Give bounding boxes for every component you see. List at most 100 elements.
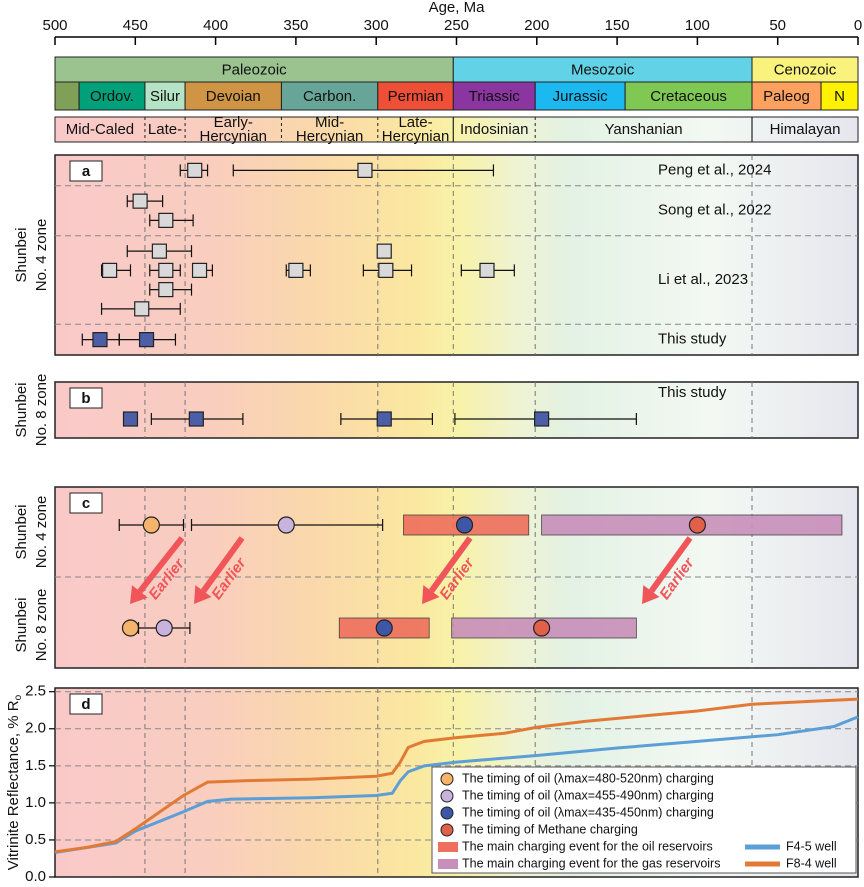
period-label: Cretaceous [650,88,727,105]
period [280,81,379,111]
y-tick-label: 1.5 [25,757,46,774]
age-marker [188,411,204,427]
orogeny-label-line: Hercynian [296,128,364,145]
group-label: This study [658,331,727,348]
x-tick-label: 300 [364,17,389,34]
period [534,81,626,111]
group-label: This study [658,384,727,401]
panel-label: c [82,495,90,512]
group-label: Peng et al., 2024 [658,161,771,178]
era-label: Cenozoic [774,61,837,78]
age-marker [375,619,393,637]
x-tick-label: 50 [769,17,786,34]
legend-marker [438,859,458,869]
arrow-head [194,585,212,604]
era [54,56,454,83]
x-tick-label: 250 [444,17,469,34]
age-marker [92,332,108,348]
x-tick-label: 200 [524,17,549,34]
orogeny-label-line: Hercynian [200,128,268,145]
panel [54,154,859,356]
group-label: Song et al., 2022 [658,202,771,219]
age-marker [134,301,150,317]
arrow-shaft [137,536,185,594]
orogeny-label: Himalayan [770,121,841,138]
period [144,81,186,111]
period-label: Permian [388,88,444,105]
panel-label-box [69,160,103,182]
y-tick-label: 0.5 [25,831,46,848]
era-label: Paleozoic [222,61,288,78]
y-tick-label: 0.0 [25,868,46,885]
legend [431,766,857,874]
age-marker [158,262,174,278]
y-axis-label: No. 4 zone [33,496,50,569]
age-marker [151,243,167,259]
legend-label: The main charging event for the gas rese… [462,856,720,870]
y-axis-label: Vitrinite Reflectance, % Ro [5,694,24,870]
x-tick-label: 0 [854,17,862,34]
x-tick-label: 100 [685,17,710,34]
axis-title: Age, Ma [429,0,486,16]
x-tick-label: 500 [42,17,67,34]
period [820,81,859,111]
ro-line [54,715,859,855]
period-label: Jurassic [553,88,609,105]
age-marker [158,282,174,298]
age-marker [534,411,550,427]
orogeny-label: Mid-Caled [66,121,134,138]
orogeny-label: Mid-Hercynian [296,114,364,145]
orogeny-label: Yanshanian [605,121,683,138]
y-axis-label-sub: o [13,694,24,700]
age-marker [357,162,373,178]
age-marker [688,516,707,534]
period-label: Devoian [206,88,261,105]
legend-marker [440,789,454,803]
x-tick-label: 450 [123,17,148,34]
y-axis-label: Shunbei [13,227,30,282]
panel-label: d [81,696,90,713]
age-marker [138,332,155,348]
legend-label: The timing of oil (λmax=455-490nm) charg… [462,788,714,802]
age-marker [158,212,174,228]
y-tick-label: 2.0 [25,720,46,737]
period-label: Triassic [469,88,521,105]
panel-label-box [69,492,103,514]
age-marker [187,162,203,178]
orogeny-bar [54,116,859,143]
period-label: Silur [150,88,180,105]
age-marker [378,262,394,278]
legend-marker [440,806,454,820]
period-label: Paleog [763,88,810,105]
arrow-shaft [428,536,473,593]
orogeny-label-line: Early- [214,114,253,131]
orogeny-label-line: Hercynian [382,128,450,145]
y-axis-label: Shunbei [13,382,30,437]
legend-marker [440,772,454,786]
legend-marker [440,823,454,837]
period [78,81,146,111]
age-marker [102,262,118,278]
arrow-head [130,585,148,604]
y-axis-label-main: Vitrinite Reflectance, % R [5,700,22,870]
panel-label: b [81,390,90,407]
orogeny-label: Indosinian [460,121,528,138]
ro-line [54,697,859,854]
age-marker [376,411,392,427]
legend-label: The timing of Methane charging [462,822,638,836]
legend-label: The timing of oil (λmax=480-520nm) charg… [462,771,714,785]
legend-marker [438,842,458,852]
arrow-shaft [648,536,693,593]
period [54,81,80,111]
age-marker [155,619,173,637]
y-tick-label: 2.5 [25,683,46,700]
age-marker [142,516,160,534]
legend-label: F4-5 well [786,839,837,853]
y-axis-label: Shunbei [13,597,30,652]
orogeny-label: Late-Hercynian [382,114,450,145]
period [624,81,753,111]
x-tick-label: 350 [283,17,308,34]
group-label: Li et al., 2023 [658,271,748,288]
arrow-shaft [200,536,245,593]
